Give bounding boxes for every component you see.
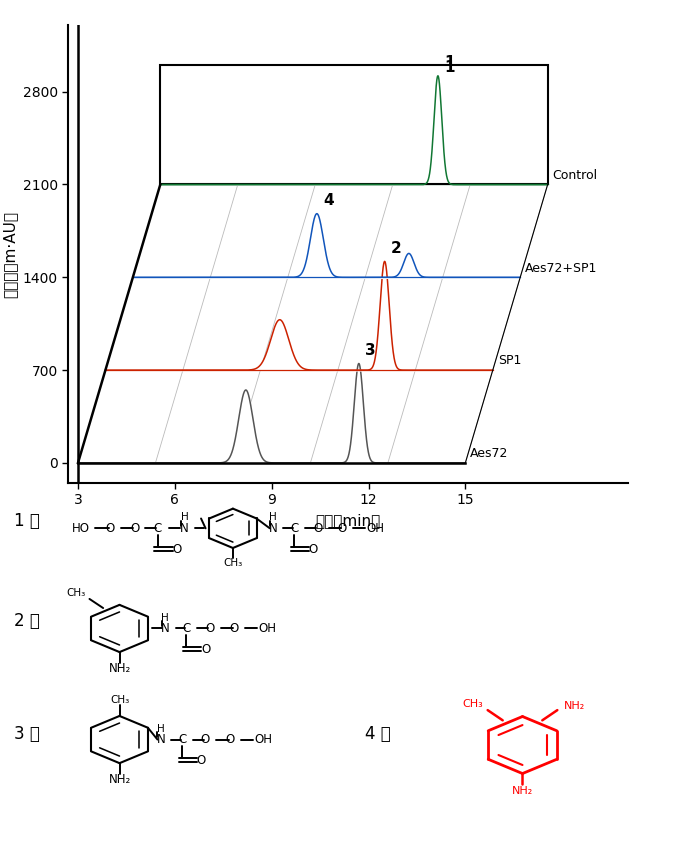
Text: Aes72+SP1: Aes72+SP1 bbox=[525, 262, 598, 274]
Text: C: C bbox=[178, 733, 186, 746]
Text: N: N bbox=[180, 522, 189, 534]
Text: NH₂: NH₂ bbox=[564, 700, 585, 711]
Text: 1: 1 bbox=[445, 60, 455, 75]
Text: Aes72: Aes72 bbox=[470, 447, 509, 460]
Text: O: O bbox=[130, 522, 139, 534]
Text: H: H bbox=[157, 723, 165, 734]
Text: N: N bbox=[161, 622, 169, 635]
Text: NH₂: NH₂ bbox=[109, 773, 130, 786]
X-axis label: 时间（min）: 时间（min） bbox=[316, 512, 381, 528]
Text: H: H bbox=[161, 612, 169, 623]
Text: CH₃: CH₃ bbox=[67, 589, 86, 599]
Text: C: C bbox=[290, 522, 298, 534]
Text: H: H bbox=[269, 512, 277, 523]
Text: NH₂: NH₂ bbox=[512, 786, 533, 796]
Text: 3: 3 bbox=[365, 343, 376, 358]
Text: CH₃: CH₃ bbox=[463, 700, 484, 709]
Text: 1 为: 1 为 bbox=[14, 512, 40, 530]
Text: N: N bbox=[156, 733, 165, 746]
Text: Control: Control bbox=[553, 169, 598, 182]
Text: O: O bbox=[105, 522, 115, 534]
Text: OH: OH bbox=[259, 622, 277, 635]
Text: O: O bbox=[337, 522, 347, 534]
Text: O: O bbox=[172, 543, 182, 556]
Text: NH₂: NH₂ bbox=[109, 662, 130, 675]
Text: O: O bbox=[313, 522, 322, 534]
Text: HO: HO bbox=[72, 522, 89, 534]
Text: O: O bbox=[197, 754, 206, 767]
Text: O: O bbox=[201, 643, 210, 656]
Text: C: C bbox=[154, 522, 162, 534]
Text: CH₃: CH₃ bbox=[223, 557, 242, 567]
Text: O: O bbox=[205, 622, 214, 635]
Text: 2: 2 bbox=[391, 241, 402, 256]
Text: OH: OH bbox=[367, 522, 385, 534]
Text: O: O bbox=[229, 622, 239, 635]
Text: 4 为: 4 为 bbox=[365, 725, 391, 743]
Text: 3 为: 3 为 bbox=[14, 725, 40, 743]
Text: O: O bbox=[309, 543, 318, 556]
Text: O: O bbox=[225, 733, 234, 746]
Text: O: O bbox=[201, 733, 210, 746]
Bar bbox=[161, 65, 548, 185]
Text: CH₃: CH₃ bbox=[110, 695, 129, 705]
Text: C: C bbox=[182, 622, 191, 635]
Text: H: H bbox=[180, 512, 189, 523]
Text: 2 为: 2 为 bbox=[14, 612, 40, 630]
Text: N: N bbox=[269, 522, 277, 534]
Text: SP1: SP1 bbox=[498, 354, 521, 368]
Text: OH: OH bbox=[255, 733, 273, 746]
Text: 4: 4 bbox=[323, 193, 334, 208]
Y-axis label: 峰面积（m·AU）: 峰面积（m·AU） bbox=[2, 211, 17, 297]
Text: 1: 1 bbox=[445, 56, 455, 70]
